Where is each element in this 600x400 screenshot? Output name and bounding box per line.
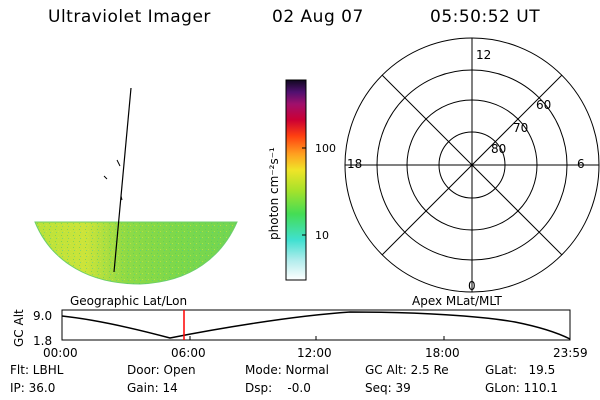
mlt-label-6: 6 <box>577 157 585 171</box>
uv-image-panel <box>34 87 238 285</box>
xtick-1200: 12:00 <box>297 346 332 360</box>
mlat-label-60: 60 <box>536 98 551 112</box>
xtick-2359: 23:59 <box>553 346 588 360</box>
mlat-label-70: 70 <box>513 121 528 135</box>
altitude-ytick-bottom: 1.8 <box>33 334 52 348</box>
xtick-0000: 00:00 <box>43 346 78 360</box>
polar-diagonal-2 <box>381 74 563 256</box>
xtick-1800: 18:00 <box>425 346 460 360</box>
mlt-label-12: 12 <box>476 48 491 62</box>
colorbar-tick-100: 100 <box>315 142 336 155</box>
mlt-label-0: 0 <box>468 279 476 293</box>
colorbar-tick-10: 10 <box>315 229 329 242</box>
colorbar-scale <box>285 79 307 281</box>
polar-labels: 12 18 6 0 60 70 80 <box>347 48 585 293</box>
date-label: 02 Aug 07 <box>272 7 364 27</box>
sun-direction-tick-3 <box>120 195 123 201</box>
status-gain: Gain: 14 <box>127 381 178 395</box>
status-gc-alt: GC Alt: 2.5 Re <box>365 363 449 377</box>
time-label: 05:50:52 UT <box>430 7 541 27</box>
altitude-ytick-top: 9.0 <box>33 309 52 323</box>
mlat-label-80: 80 <box>491 142 506 156</box>
sun-direction-line <box>113 87 132 273</box>
sun-direction-tick-2 <box>103 175 108 180</box>
mlt-label-18: 18 <box>347 157 362 171</box>
status-seq: Seq: 39 <box>365 381 411 395</box>
status-glat: GLat: 19.5 <box>485 363 556 377</box>
polar-plot <box>344 37 600 293</box>
status-glon: GLon: 110.1 <box>485 381 558 395</box>
status-mode: Mode: Normal <box>245 363 329 377</box>
xtick-0600: 06:00 <box>171 346 206 360</box>
geo-panel-label: Geographic Lat/Lon <box>70 294 187 308</box>
altitude-ylabel: GC Alt <box>12 309 26 347</box>
colorbar-unit-label: photon cm⁻²s⁻¹ <box>267 147 281 240</box>
instrument-title: Ultraviolet Imager <box>48 7 211 27</box>
status-door: Door: Open <box>127 363 196 377</box>
sun-direction-tick-1 <box>116 159 121 167</box>
polar-panel-label: Apex MLat/MLT <box>412 294 502 308</box>
altitude-curve <box>61 311 571 340</box>
status-ip: IP: 36.0 <box>10 381 56 395</box>
colorbar: 100 10 photon cm⁻²s⁻¹ <box>267 79 336 281</box>
status-dsp: Dsp: -0.0 <box>245 381 311 395</box>
altitude-plot: GC Alt 9.0 1.8 00:00 06:00 12:00 18:00 2… <box>12 309 588 360</box>
status-filter: Flt: LBHL <box>10 363 64 377</box>
